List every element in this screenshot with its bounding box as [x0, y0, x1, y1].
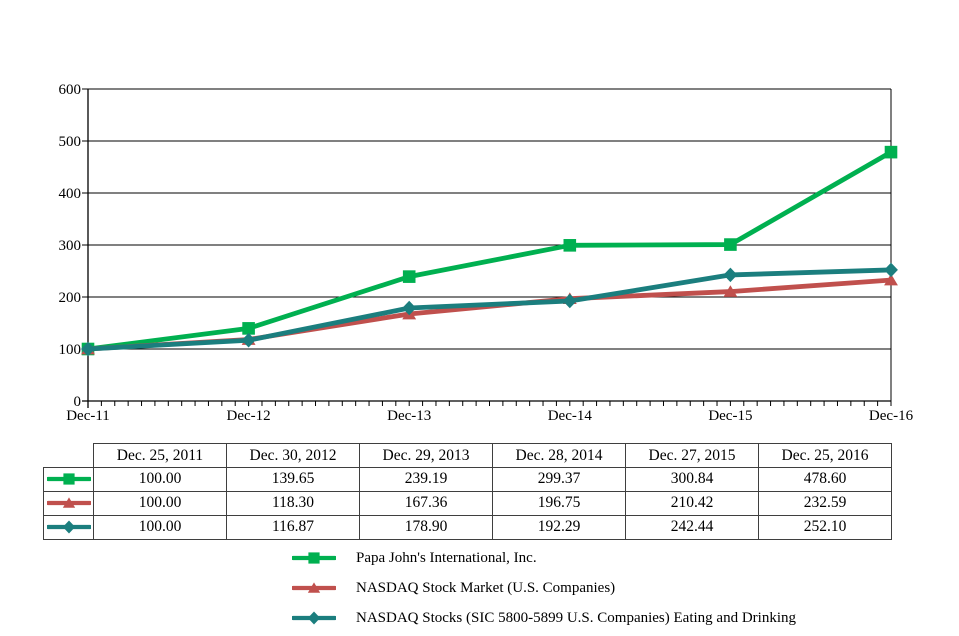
- y-axis-tick-label: 100: [59, 342, 82, 358]
- table-header-cell: Dec. 28, 2014: [492, 443, 626, 468]
- table-value-cell: 100.00: [93, 514, 227, 540]
- table-value-cell: 300.84: [625, 466, 759, 492]
- table-value-cell: 139.65: [226, 466, 360, 492]
- x-axis-tick-label: Dec-11: [66, 408, 110, 424]
- x-axis-tick-label: Dec-12: [227, 408, 271, 424]
- series-2: [81, 262, 898, 357]
- table-header-cell: Dec. 29, 2013: [359, 443, 493, 468]
- table-value-cell: 100.00: [93, 490, 227, 516]
- diamond-series-key-icon: [292, 611, 336, 625]
- table-value-cell: 239.19: [359, 466, 493, 492]
- x-axis-tick-label: Dec-14: [548, 408, 593, 424]
- legend-item-nasdaq-eating-and-drinking: NASDAQ Stocks (SIC 5800-5899 U.S. Compan…: [292, 603, 796, 633]
- table-value-cell: 196.75: [492, 490, 626, 516]
- table-row-nasdaq-eating-and-drinking: 100.00 116.87 178.90 192.29 242.44 252.10: [43, 514, 892, 540]
- diamond-series-key-icon: [46, 520, 91, 534]
- x-axis-tick-label: Dec-16: [869, 408, 914, 424]
- table-value-cell: 192.29: [492, 514, 626, 540]
- series-0: [81, 145, 898, 356]
- y-axis-tick-label: 300: [59, 238, 82, 254]
- series-key-cell: [43, 490, 94, 516]
- table-row-nasdaq-stock-market-us: 100.00 118.30 167.36 196.75 210.42 232.59: [43, 490, 892, 516]
- table-value-cell: 252.10: [758, 514, 892, 540]
- table-header-cell: Dec. 30, 2012: [226, 443, 360, 468]
- table-value-cell: 478.60: [758, 466, 892, 492]
- x-axis-tick-label: Dec-15: [708, 408, 752, 424]
- square-series-key-icon: [292, 552, 336, 564]
- triangle-series-key-icon: [46, 497, 91, 508]
- y-axis-tick-label: 500: [59, 134, 82, 150]
- table-value-cell: 210.42: [625, 490, 759, 516]
- legend-item-papa-johns-international: Papa John's International, Inc.: [292, 543, 796, 573]
- performance-line-chart: 0 100 200 300 400 500 600 Dec-11 Dec-12 Dec-13 Dec…: [59, 82, 914, 424]
- legend-label: NASDAQ Stocks (SIC 5800-5899 U.S. Compan…: [356, 609, 796, 626]
- y-axis-tick-label: 600: [59, 82, 82, 98]
- table-header-row: Dec. 25, 2011 Dec. 30, 2012 Dec. 29, 2013 D…: [44, 443, 892, 468]
- table-header-cell: Dec. 27, 2015: [625, 443, 759, 468]
- table-value-cell: 242.44: [625, 514, 759, 540]
- legend-label: NASDAQ Stock Market (U.S. Companies): [356, 579, 616, 596]
- x-axis-tick-label: Dec-13: [387, 408, 431, 424]
- table-value-cell: 116.87: [226, 514, 360, 540]
- performance-data-table: Dec. 25, 2011 Dec. 30, 2012 Dec. 29, 2013 D…: [43, 443, 892, 540]
- y-axis-tick-label: 200: [59, 290, 82, 306]
- table-row-papa-johns-international: 100.00 139.65 239.19 299.37 300.84 478.60: [43, 466, 892, 492]
- y-axis-tick-label: 0: [74, 394, 82, 410]
- table-value-cell: 178.90: [359, 514, 493, 540]
- table-value-cell: 118.30: [226, 490, 360, 516]
- series-key-cell: [43, 466, 94, 492]
- y-axis-tick-label: 400: [59, 186, 82, 202]
- table-value-cell: 232.59: [758, 490, 892, 516]
- square-series-key-icon: [46, 473, 91, 485]
- table-body: 100.00 139.65 239.19 299.37 300.84 478.60 100.…: [43, 466, 892, 540]
- legend-label: Papa John's International, Inc.: [356, 549, 537, 566]
- table-header-cell: Dec. 25, 2011: [93, 443, 227, 468]
- table-value-cell: 100.00: [93, 466, 227, 492]
- table-header-cell: Dec. 25, 2016: [758, 443, 892, 468]
- table-corner-cell: [44, 444, 94, 468]
- triangle-series-key-icon: [292, 582, 336, 593]
- series-key-cell: [43, 514, 94, 540]
- chart-legend: Papa John's International, Inc. NASDAQ St…: [292, 543, 796, 633]
- legend-item-nasdaq-stock-market-us: NASDAQ Stock Market (U.S. Companies): [292, 573, 796, 603]
- table-value-cell: 299.37: [492, 466, 626, 492]
- table-value-cell: 167.36: [359, 490, 493, 516]
